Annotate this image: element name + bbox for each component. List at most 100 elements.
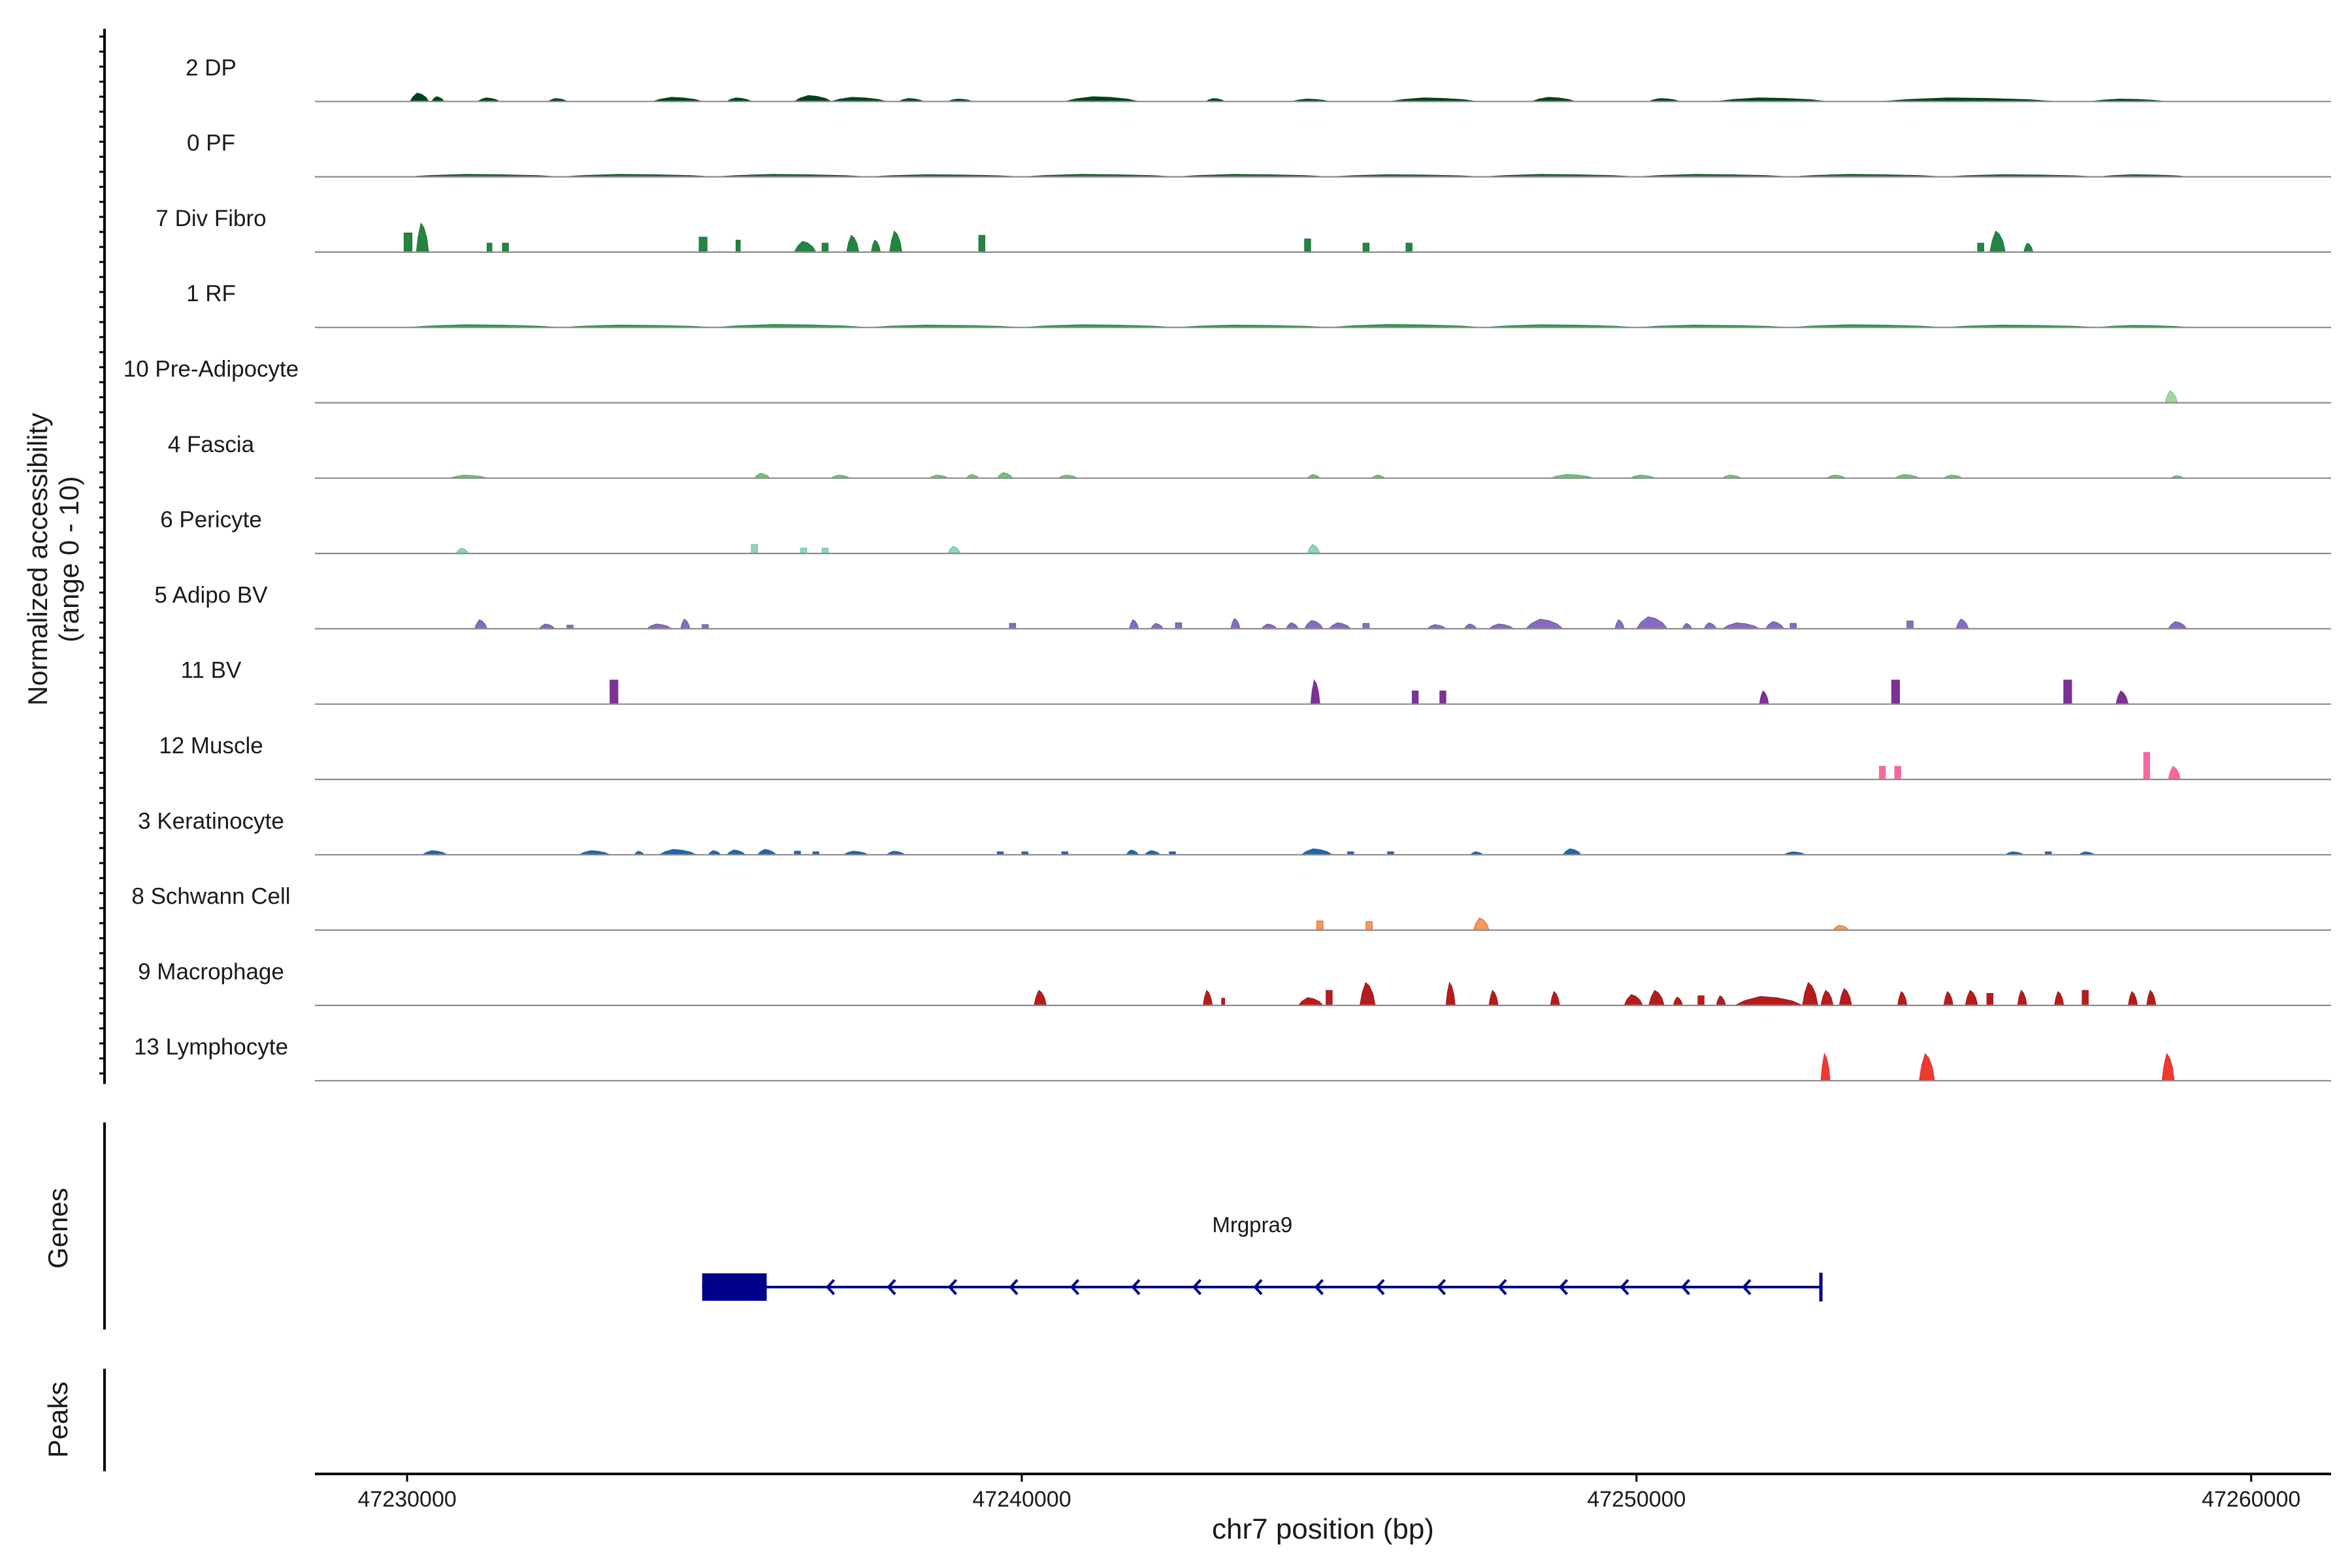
strand-arrow	[1497, 1279, 1507, 1296]
track: 7 Div Fibro	[155, 206, 2331, 253]
coverage-peak	[1285, 622, 1299, 629]
strand-arrow	[1375, 1279, 1385, 1296]
track-label: 5 Adipo BV	[154, 582, 268, 608]
track-label: 12 Muscle	[159, 733, 263, 759]
x-tick-label: 47250000	[1587, 1487, 1686, 1512]
track: 1 RF	[186, 281, 2331, 329]
strand-arrow	[1192, 1279, 1202, 1296]
coverage-peak	[1965, 990, 1978, 1006]
coverage-peak	[486, 242, 493, 253]
track: 5 Adipo BV	[154, 582, 2331, 630]
x-tick-label: 47260000	[2202, 1487, 2300, 1512]
strand-arrow	[1070, 1279, 1080, 1296]
coverage-peak	[2063, 679, 2072, 705]
track-label: 6 Pericyte	[160, 507, 262, 532]
coverage-peak	[431, 96, 445, 102]
track-label: 13 Lymphocyte	[134, 1034, 288, 1060]
coverage-peak	[1463, 623, 1478, 629]
coverage-peak	[1359, 982, 1376, 1006]
coverage-peak	[409, 92, 429, 102]
gene-name-label: Mrgpra9	[1212, 1213, 1292, 1237]
coverage-peak	[751, 544, 758, 554]
coverage-peak	[1175, 622, 1183, 629]
coverage-peak	[474, 619, 488, 629]
coverage-peak	[1955, 619, 1969, 629]
coverage-peak	[1897, 990, 1908, 1006]
y-axis-title: Normalized accessibility (range 0 - 10)	[22, 413, 84, 706]
track-label: 2 DP	[186, 55, 237, 80]
track-label: 3 Keratinocyte	[138, 808, 284, 834]
coverage-peak	[1673, 996, 1684, 1006]
coverage-peak	[1802, 982, 1819, 1006]
coverage-peak	[1365, 921, 1373, 931]
coverage-peak	[1820, 1053, 1831, 1081]
track: 2 DP	[186, 55, 2331, 103]
coverage-peak	[870, 239, 881, 253]
coverage-peak	[1878, 766, 1886, 780]
coverage-peak	[1550, 990, 1560, 1006]
coverage-peak	[1328, 622, 1352, 629]
coverage-peak	[1703, 622, 1718, 629]
strand-arrow	[1009, 1279, 1019, 1296]
coverage-peak	[1009, 623, 1017, 629]
coverage-peak	[1445, 981, 1456, 1006]
coverage-peak	[1316, 921, 1324, 931]
coverage-peak	[2127, 990, 2138, 1006]
coverage-peak	[1125, 849, 1139, 855]
coverage-peak	[1128, 619, 1139, 629]
coverage-peak	[2164, 390, 2178, 403]
coverage-peak	[1838, 988, 1852, 1006]
coverage-peak	[2017, 989, 2027, 1006]
coverage-peak	[680, 618, 691, 629]
coverage-peak	[1789, 623, 1797, 629]
coverage-peak	[2161, 1053, 2175, 1081]
coverage-peak	[753, 472, 771, 479]
coverage-tracks: 2 DP 0 PF 7 Div Fibro 1 RF 10 Pre-Adipocyte 4…	[123, 55, 2331, 1082]
coverage-peak	[1064, 96, 1139, 102]
coverage-peak	[1648, 990, 1665, 1006]
coverage-peak	[1488, 623, 1515, 629]
coverage-peak	[2115, 690, 2129, 705]
track-label: 0 PF	[187, 131, 235, 156]
coverage-peak	[1405, 242, 1413, 253]
coverage-peak	[1943, 990, 1953, 1006]
coverage-peak	[1230, 618, 1241, 629]
y-axis-title-line2: (range 0 - 10)	[54, 476, 84, 642]
coverage-peak	[800, 547, 808, 554]
strand-arrow	[825, 1279, 836, 1296]
coverage-peak	[1221, 998, 1225, 1006]
coverage-peak	[996, 472, 1013, 479]
coverage-peak	[1034, 990, 1047, 1006]
coverage-peak	[1488, 989, 1499, 1006]
coverage-peak	[726, 849, 746, 855]
coverage-peak	[1682, 623, 1693, 629]
track: 10 Pre-Adipocyte	[123, 357, 2331, 404]
strand-arrow	[1620, 1279, 1629, 1296]
track-label: 8 Schwann Cell	[131, 884, 290, 909]
coverage-peak	[455, 547, 470, 554]
coverage-peak	[757, 849, 777, 855]
coverage-peak	[1362, 623, 1370, 629]
y-axis-title-line1: Normalized accessibility	[22, 413, 53, 706]
coverage-peak	[821, 242, 829, 253]
coverage-peak	[1326, 990, 1333, 1006]
gene-model: Mrgpra9	[702, 1213, 1823, 1301]
coverage-peak	[735, 240, 741, 253]
coverage-peak	[610, 679, 619, 705]
coverage-peak	[1721, 622, 1760, 629]
coverage-peak	[1635, 616, 1668, 629]
genes-panel: Genes Mrgpra9	[42, 1122, 1823, 1330]
coverage-peak	[416, 222, 429, 253]
coverage-peak	[1411, 690, 1419, 705]
strand-arrow	[1314, 1279, 1324, 1296]
coverage-peak	[2167, 621, 2187, 629]
coverage-peak	[947, 546, 961, 554]
track: 0 PF	[187, 131, 2331, 178]
coverage-peak	[1362, 242, 1370, 253]
track: 13 Lymphocyte	[134, 1034, 2331, 1082]
genes-panel-label: Genes	[42, 1188, 73, 1269]
coverage-peak	[1906, 620, 1914, 629]
coverage-peak	[1832, 924, 1850, 931]
strand-arrow	[1680, 1279, 1691, 1296]
coverage-peak	[1624, 994, 1644, 1006]
